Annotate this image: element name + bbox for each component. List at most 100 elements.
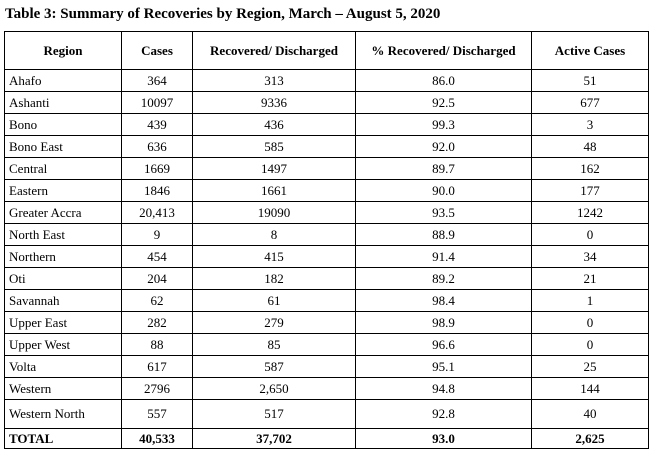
value-cell: 40 (531, 399, 649, 429)
value-cell: 1 (531, 289, 649, 312)
value-cell: 9336 (192, 91, 356, 114)
value-cell: 182 (192, 267, 356, 290)
value-cell: 20,413 (121, 201, 193, 224)
value-cell: 92.5 (355, 91, 532, 114)
table-row: Ahafo 364 313 86.0 51 (4, 69, 649, 92)
value-cell: 1497 (192, 157, 356, 180)
value-cell: 415 (192, 245, 356, 268)
table-row: Eastern 1846 1661 90.0 177 (4, 179, 649, 202)
value-cell: 364 (121, 69, 193, 92)
value-cell: 19090 (192, 201, 356, 224)
value-cell: 677 (531, 91, 649, 114)
total-cell: 2,625 (531, 428, 649, 449)
table-row: Western North 557 517 92.8 40 (4, 399, 649, 429)
total-cell: 37,702 (192, 428, 356, 449)
value-cell: 162 (531, 157, 649, 180)
total-cell: 40,533 (121, 428, 193, 449)
value-cell: 86.0 (355, 69, 532, 92)
value-cell: 88 (121, 333, 193, 356)
table-row: Upper West 88 85 96.6 0 (4, 333, 649, 356)
region-cell: Ashanti (4, 91, 122, 114)
region-cell: North East (4, 223, 122, 246)
value-cell: 61 (192, 289, 356, 312)
region-cell: Bono (4, 113, 122, 136)
table-row: Bono 439 436 99.3 3 (4, 113, 649, 136)
region-cell: Eastern (4, 179, 122, 202)
value-cell: 2796 (121, 377, 193, 400)
region-cell: Upper West (4, 333, 122, 356)
value-cell: 282 (121, 311, 193, 334)
table-row: Greater Accra 20,413 19090 93.5 1242 (4, 201, 649, 224)
total-label: TOTAL (4, 428, 122, 449)
value-cell: 3 (531, 113, 649, 136)
value-cell: 2,650 (192, 377, 356, 400)
value-cell: 617 (121, 355, 193, 378)
value-cell: 313 (192, 69, 356, 92)
region-cell: Oti (4, 267, 122, 290)
recoveries-table: Region Cases Recovered/ Discharged% Recove… (4, 31, 649, 449)
value-cell: 454 (121, 245, 193, 268)
region-cell: Volta (4, 355, 122, 378)
value-cell: 9 (121, 223, 193, 246)
value-cell: 21 (531, 267, 649, 290)
column-header: Active Cases (531, 31, 649, 70)
value-cell: 62 (121, 289, 193, 312)
value-cell: 439 (121, 113, 193, 136)
table-row: Western 2796 2,650 94.8 144 (4, 377, 649, 400)
value-cell: 144 (531, 377, 649, 400)
value-cell: 279 (192, 311, 356, 334)
value-cell: 94.8 (355, 377, 532, 400)
value-cell: 92.0 (355, 135, 532, 158)
column-header: % Recovered/ Discharged (355, 31, 532, 70)
region-cell: Western (4, 377, 122, 400)
value-cell: 204 (121, 267, 193, 290)
region-cell: Ahafo (4, 69, 122, 92)
value-cell: 92.8 (355, 399, 532, 429)
region-cell: Bono East (4, 135, 122, 158)
region-cell: Greater Accra (4, 201, 122, 224)
value-cell: 25 (531, 355, 649, 378)
value-cell: 585 (192, 135, 356, 158)
table-row: Bono East 636 585 92.0 48 (4, 135, 649, 158)
value-cell: 557 (121, 399, 193, 429)
table-row: Savannah 62 61 98.4 1 (4, 289, 649, 312)
table-row: Oti 204 182 89.2 21 (4, 267, 649, 290)
table-row: Northern 454 415 91.4 34 (4, 245, 649, 268)
value-cell: 89.2 (355, 267, 532, 290)
value-cell: 1846 (121, 179, 193, 202)
column-header: Cases (121, 31, 193, 70)
value-cell: 95.1 (355, 355, 532, 378)
value-cell: 85 (192, 333, 356, 356)
value-cell: 93.5 (355, 201, 532, 224)
value-cell: 0 (531, 223, 649, 246)
value-cell: 8 (192, 223, 356, 246)
value-cell: 91.4 (355, 245, 532, 268)
value-cell: 0 (531, 311, 649, 334)
value-cell: 636 (121, 135, 193, 158)
region-cell: Central (4, 157, 122, 180)
value-cell: 436 (192, 113, 356, 136)
value-cell: 51 (531, 69, 649, 92)
value-cell: 34 (531, 245, 649, 268)
table-row: Volta 617 587 95.1 25 (4, 355, 649, 378)
value-cell: 1669 (121, 157, 193, 180)
header-row: Region Cases Recovered/ Discharged% Recove… (4, 31, 649, 70)
value-cell: 98.9 (355, 311, 532, 334)
value-cell: 96.6 (355, 333, 532, 356)
value-cell: 90.0 (355, 179, 532, 202)
value-cell: 98.4 (355, 289, 532, 312)
table-body: Ahafo 364 313 86.0 51 Ashanti 10097 9336 92.5 677… (4, 69, 649, 449)
region-cell: Savannah (4, 289, 122, 312)
region-cell: Western North (4, 399, 122, 429)
value-cell: 1242 (531, 201, 649, 224)
value-cell: 587 (192, 355, 356, 378)
value-cell: 88.9 (355, 223, 532, 246)
table-row: Central 1669 1497 89.7 162 (4, 157, 649, 180)
value-cell: 517 (192, 399, 356, 429)
column-header: Recovered/ Discharged (192, 31, 356, 70)
value-cell: 0 (531, 333, 649, 356)
value-cell: 99.3 (355, 113, 532, 136)
region-cell: Northern (4, 245, 122, 268)
table-row: North East 9 8 88.9 0 (4, 223, 649, 246)
value-cell: 10097 (121, 91, 193, 114)
